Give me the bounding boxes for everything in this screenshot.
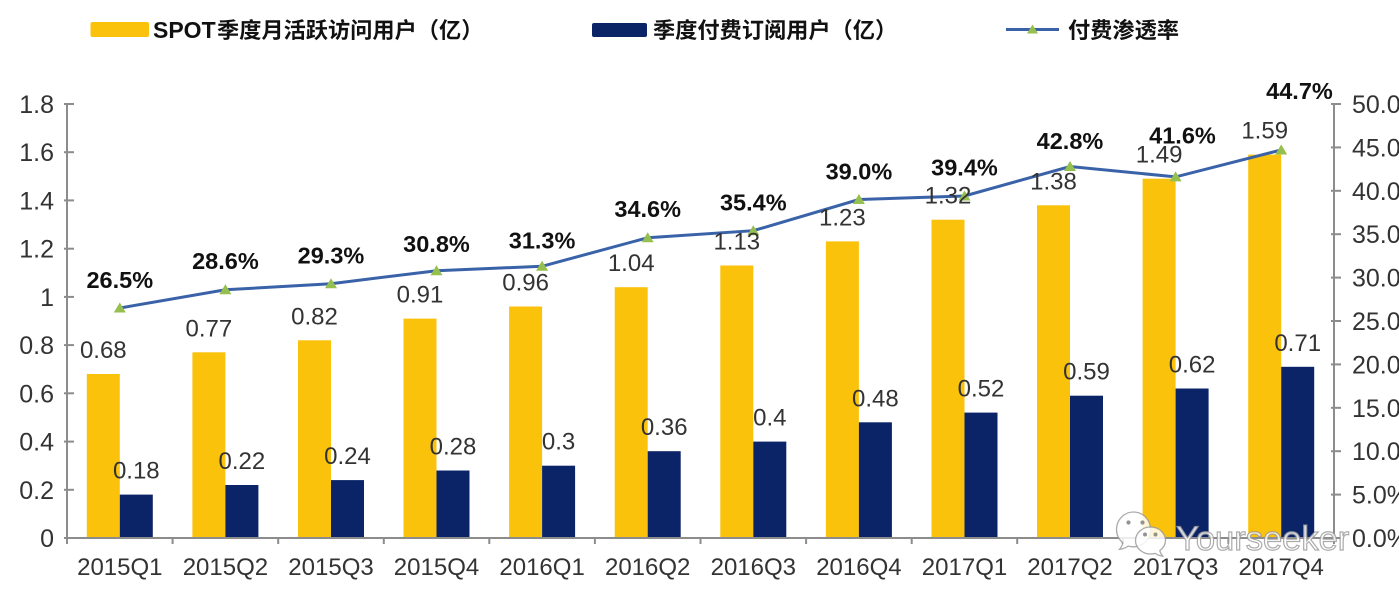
svg-text:26.5%: 26.5%: [86, 267, 153, 293]
svg-text:2016Q1: 2016Q1: [499, 554, 584, 581]
svg-text:2017Q1: 2017Q1: [922, 554, 1007, 581]
svg-text:Yourseeker: Yourseeker: [1176, 520, 1349, 558]
svg-text:1.2: 1.2: [19, 236, 54, 264]
svg-text:1.49: 1.49: [1136, 142, 1183, 169]
svg-text:0.2: 0.2: [19, 477, 54, 505]
svg-text:SPOT: SPOT: [153, 17, 216, 43]
svg-text:0.8: 0.8: [19, 332, 54, 360]
svg-text:0.28: 0.28: [430, 434, 477, 461]
svg-text:0.82: 0.82: [291, 303, 338, 330]
svg-text:41.6%: 41.6%: [1149, 122, 1216, 148]
svg-text:0.91: 0.91: [397, 282, 444, 309]
svg-text:30.8%: 30.8%: [403, 231, 470, 257]
svg-text:30.0%: 30.0%: [1352, 265, 1399, 293]
svg-text:1.23: 1.23: [819, 204, 866, 231]
svg-text:50.0%: 50.0%: [1352, 91, 1399, 119]
svg-text:44.7%: 44.7%: [1266, 78, 1333, 104]
svg-text:0.71: 0.71: [1274, 330, 1321, 357]
svg-text:0.59: 0.59: [1063, 359, 1110, 386]
svg-text:1.6: 1.6: [19, 139, 54, 167]
svg-text:1.38: 1.38: [1030, 168, 1077, 195]
svg-text:1.4: 1.4: [19, 187, 54, 215]
svg-text:2016Q4: 2016Q4: [816, 554, 901, 581]
svg-text:1.32: 1.32: [925, 183, 972, 210]
svg-text:0.22: 0.22: [219, 448, 266, 475]
svg-text:25.0%: 25.0%: [1352, 308, 1399, 336]
svg-text:42.8%: 42.8%: [1037, 128, 1104, 154]
svg-text:29.3%: 29.3%: [298, 243, 365, 269]
svg-text:0: 0: [40, 525, 54, 553]
svg-text:0.6: 0.6: [19, 380, 54, 408]
svg-text:2015Q2: 2015Q2: [183, 554, 268, 581]
svg-text:1: 1: [40, 284, 54, 312]
svg-text:1.13: 1.13: [713, 229, 760, 256]
svg-text:0.4: 0.4: [19, 429, 54, 457]
svg-text:2017Q3: 2017Q3: [1133, 554, 1218, 581]
svg-text:0.48: 0.48: [852, 385, 899, 412]
svg-text:2016Q2: 2016Q2: [605, 554, 690, 581]
svg-text:20.0%: 20.0%: [1352, 351, 1399, 379]
svg-text:1.04: 1.04: [608, 250, 655, 277]
svg-text:10.0%: 10.0%: [1352, 438, 1399, 466]
svg-text:34.6%: 34.6%: [614, 196, 681, 222]
svg-text:15.0%: 15.0%: [1352, 395, 1399, 423]
svg-text:0.68: 0.68: [80, 337, 127, 364]
svg-text:0.52: 0.52: [958, 376, 1005, 403]
svg-text:2017Q2: 2017Q2: [1027, 554, 1112, 581]
svg-text:40.0%: 40.0%: [1352, 178, 1399, 206]
svg-text:0.4: 0.4: [753, 405, 786, 432]
svg-text:39.4%: 39.4%: [931, 155, 998, 181]
svg-text:0.36: 0.36: [641, 414, 688, 441]
svg-text:1.8: 1.8: [19, 91, 54, 119]
svg-text:35.0%: 35.0%: [1352, 221, 1399, 249]
svg-text:0.18: 0.18: [113, 458, 160, 485]
svg-text:39.0%: 39.0%: [826, 159, 893, 185]
svg-text:0.77: 0.77: [186, 315, 233, 342]
svg-text:0.3: 0.3: [542, 429, 575, 456]
svg-text:31.3%: 31.3%: [509, 227, 576, 253]
svg-text:2017Q4: 2017Q4: [1238, 554, 1323, 581]
svg-text:5.0%: 5.0%: [1352, 482, 1399, 510]
svg-text:45.0%: 45.0%: [1352, 134, 1399, 162]
svg-text:2016Q3: 2016Q3: [711, 554, 796, 581]
svg-text:28.6%: 28.6%: [192, 248, 259, 274]
svg-text:2015Q1: 2015Q1: [77, 554, 162, 581]
svg-text:35.4%: 35.4%: [720, 190, 787, 216]
svg-text:2015Q4: 2015Q4: [394, 554, 479, 581]
svg-text:0.0%: 0.0%: [1352, 525, 1399, 553]
svg-text:2015Q3: 2015Q3: [288, 554, 373, 581]
svg-text:0.62: 0.62: [1169, 352, 1216, 379]
svg-text:1.59: 1.59: [1241, 118, 1288, 145]
svg-text:0.96: 0.96: [502, 270, 549, 297]
svg-text:0.24: 0.24: [324, 443, 371, 470]
